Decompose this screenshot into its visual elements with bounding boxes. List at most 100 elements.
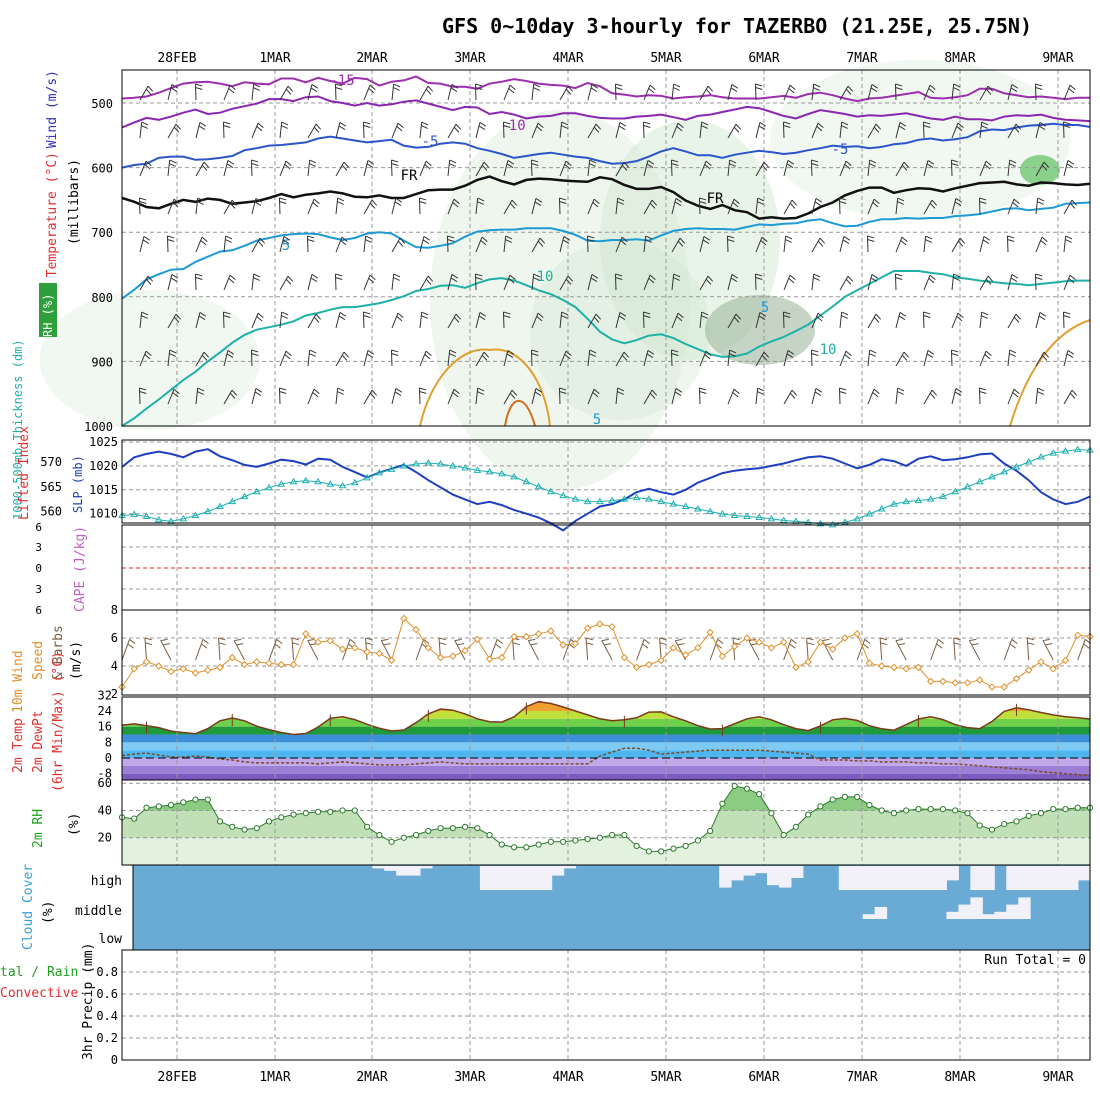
barb-feather	[477, 201, 484, 205]
temperature-band	[122, 773, 1090, 780]
barb-feather	[847, 275, 854, 282]
barb-feather	[291, 637, 299, 641]
barb-feather	[699, 201, 707, 204]
barb-feather	[141, 125, 148, 129]
barb-shaft	[930, 639, 939, 661]
rh-marker	[829, 796, 836, 803]
barb-shaft	[279, 312, 283, 329]
barb-shaft	[727, 160, 731, 177]
barb-feather	[733, 126, 740, 133]
barb-shaft	[783, 160, 789, 177]
barb-feather	[368, 278, 375, 284]
lifted-tick-label: 0	[35, 562, 42, 575]
barb-shaft	[475, 198, 479, 215]
barb-feather	[335, 83, 343, 87]
barb-feather	[227, 160, 235, 165]
barb-feather	[528, 638, 536, 642]
barb-shaft	[783, 84, 791, 101]
wind-barb	[811, 237, 826, 253]
barb-feather	[897, 387, 905, 392]
wind-barb	[922, 311, 931, 329]
barb-feather	[281, 315, 288, 319]
wind-barb	[167, 388, 180, 405]
barb-feather	[732, 202, 739, 208]
barb-shaft	[979, 160, 987, 177]
barb-shaft	[530, 349, 533, 367]
wind-barb	[334, 83, 343, 101]
barb-feather	[477, 391, 484, 395]
wind-speed-marker	[779, 638, 788, 646]
wind-barb	[1035, 236, 1048, 253]
barb-feather	[129, 638, 136, 645]
barb-feather	[1067, 350, 1075, 355]
barb-feather	[447, 239, 455, 242]
barb-feather	[195, 87, 203, 90]
barb-shaft	[922, 311, 925, 329]
cloud-high-bar	[1066, 866, 1079, 890]
thickness-marker	[191, 511, 200, 518]
barb-feather	[256, 316, 263, 322]
isotherm-warm	[419, 348, 551, 427]
barb-shaft	[195, 388, 199, 405]
thickness-marker	[1000, 467, 1009, 475]
barb-shaft	[475, 122, 481, 139]
rh-marker	[376, 831, 383, 839]
thickness-marker	[228, 497, 237, 505]
barb-feather	[565, 278, 572, 285]
temperature-band	[122, 726, 1090, 735]
barb-feather	[253, 277, 260, 281]
temperature-axis-label: Temperature (°C)	[45, 152, 60, 277]
wind-barb	[250, 159, 259, 177]
barb-feather	[642, 643, 649, 649]
cloud-level-label: low	[99, 932, 123, 947]
barb-feather	[201, 643, 208, 649]
barb-shaft	[614, 83, 617, 101]
barb-shaft	[727, 388, 735, 405]
barb-shaft	[391, 122, 399, 139]
barb-feather	[787, 160, 795, 165]
thickness-marker	[1012, 462, 1021, 470]
barb-feather	[365, 637, 373, 641]
wind-barb	[951, 312, 964, 329]
barb-feather	[455, 123, 462, 130]
wind-barb	[838, 387, 847, 405]
thickness-marker	[926, 495, 935, 502]
barb-feather	[381, 638, 389, 642]
wind-barb	[979, 350, 992, 367]
barb-feather	[173, 126, 180, 133]
date-label-top: 2MAR	[356, 51, 387, 66]
barb-shaft	[475, 312, 481, 329]
barb-feather	[985, 160, 992, 167]
barb-feather	[197, 197, 205, 202]
wind-barb	[1007, 123, 1022, 139]
wind-speed-marker	[351, 644, 359, 652]
barb-feather	[531, 349, 539, 353]
thickness-marker	[951, 487, 960, 495]
barb-feather	[253, 273, 261, 278]
barb-feather	[701, 121, 709, 126]
precip-tick-label: 0.6	[96, 987, 118, 1001]
barb-feather	[143, 236, 151, 241]
barb-feather	[862, 643, 869, 649]
wind-barb	[139, 85, 154, 101]
barb-feather	[730, 277, 738, 283]
barb-feather	[228, 88, 235, 94]
wind-speed-marker	[596, 620, 604, 628]
barb-shaft	[160, 640, 172, 661]
barb-shaft	[643, 160, 649, 177]
wind-barb	[643, 199, 658, 215]
barb-feather	[867, 235, 875, 239]
barb-shaft	[867, 123, 877, 139]
barb-shaft	[415, 639, 425, 661]
barb-feather	[310, 277, 318, 283]
wind-barb	[643, 389, 658, 405]
barb-feather	[619, 122, 627, 127]
barb-feather	[399, 237, 406, 244]
barb-shaft	[1063, 350, 1069, 367]
barb-feather	[195, 273, 203, 277]
barb-feather	[757, 201, 764, 205]
barb-shaft	[866, 235, 869, 253]
barb-shaft	[894, 83, 897, 101]
barb-feather	[173, 198, 180, 205]
